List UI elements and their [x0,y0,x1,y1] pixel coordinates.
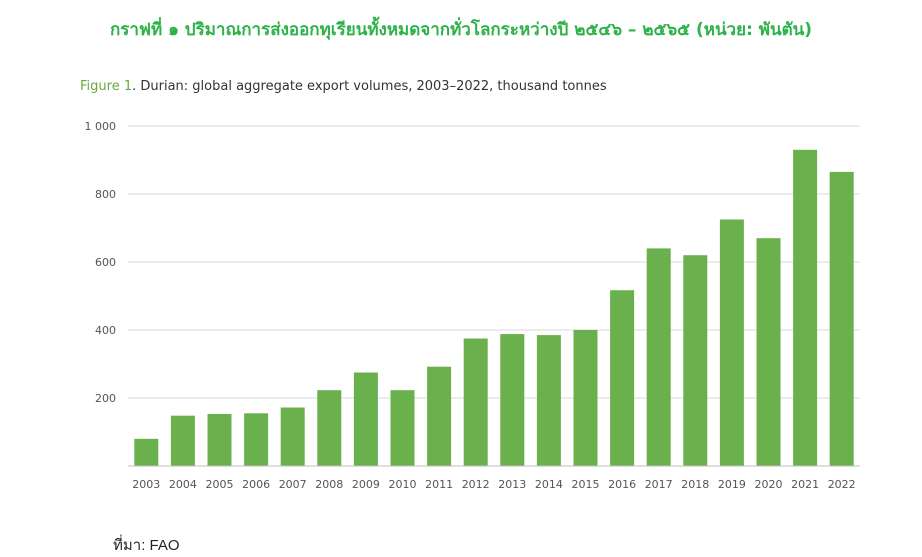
x-tick-label: 2016 [608,478,636,491]
gridlines [128,125,860,399]
x-tick-label: 2012 [462,478,490,491]
y-tick-label: 800 [95,188,116,201]
x-tick-label: 2020 [755,478,783,491]
x-tick-label: 2011 [425,478,453,491]
bar-2008 [317,390,342,466]
axes: 200 400 600 800 1 000 2003 2004 2005 2006 2007 200… [85,120,860,491]
y-tick-label: 600 [95,256,116,269]
bar-2019 [719,219,744,466]
x-tick-label: 2019 [718,478,746,491]
bar-2005 [207,413,232,466]
thai-chart-title: กราฟที่ ๑ ปริมาณการส่งออกทุเรียนทั้งหมดจ… [109,20,813,40]
bar-2014 [536,335,561,466]
bars [134,149,854,467]
bar-2006 [244,413,269,466]
bar-2022 [829,171,854,466]
bar-2004 [170,415,195,466]
x-tick-label: 2022 [828,478,856,491]
bar-2018 [683,255,708,466]
figure-label: Figure 1 [80,79,133,94]
bar-2016 [610,290,635,466]
y-tick-label: 1 000 [85,120,117,133]
bar-2007 [280,407,305,466]
x-tick-label: 2013 [498,478,526,491]
bar-2017 [646,248,671,466]
x-tick-label: 2009 [352,478,380,491]
x-tick-label: 2005 [206,478,234,491]
y-tick-label: 200 [95,392,116,405]
x-tick-label: 2015 [572,478,600,491]
bar-2011 [427,366,452,466]
x-tick-label: 2004 [169,478,197,491]
x-tick-label: 2006 [242,478,270,491]
bar-2015 [573,330,598,466]
bar-2003 [134,438,159,466]
x-tick-label: 2010 [389,478,417,491]
bar-2012 [463,338,488,466]
x-tick-label: 2008 [315,478,343,491]
x-tick-label: 2003 [132,478,160,491]
bar-2021 [793,149,818,467]
x-tick-label: 2014 [535,478,563,491]
bar-2009 [353,372,378,466]
x-tick-label: 2007 [279,478,307,491]
chart-title: . Durian: global aggregate export volume… [132,79,607,94]
x-tick-label: 2017 [645,478,673,491]
x-tick-label: 2021 [791,478,819,491]
figure-caption: Figure 1. Durian: global aggregate expor… [80,79,607,94]
x-tick-label: 2018 [681,478,709,491]
bar-2013 [500,334,525,466]
bar-2020 [756,238,781,466]
source-note: ที่มา: FAO [113,537,180,554]
bar-2010 [390,390,415,466]
y-tick-label: 400 [95,324,116,337]
